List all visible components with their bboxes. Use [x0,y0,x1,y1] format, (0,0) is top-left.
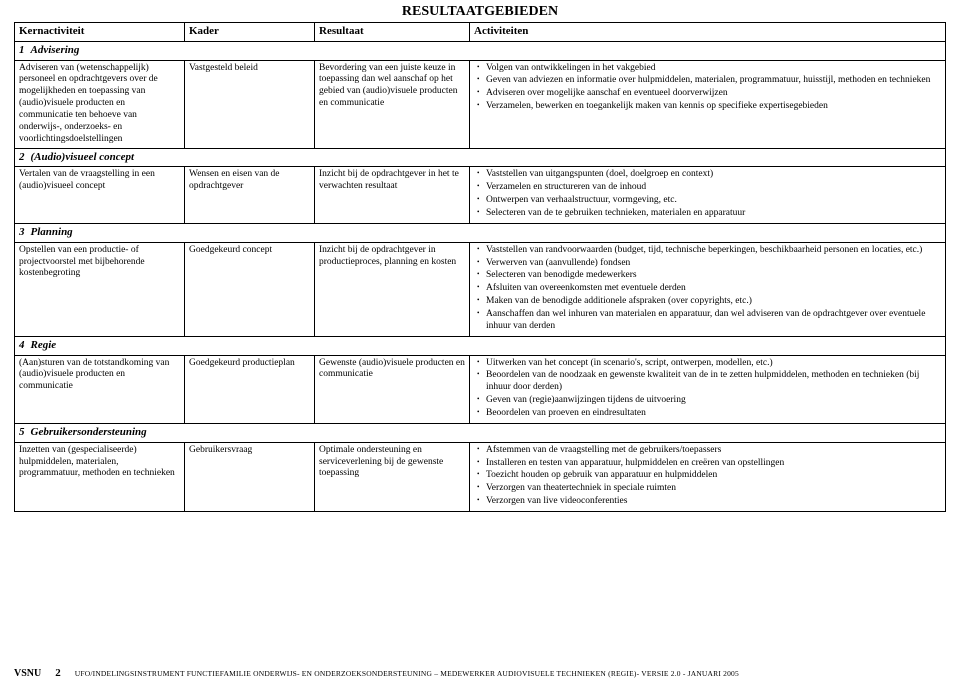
page-title: RESULTAATGEBIEDEN [14,4,946,22]
activity-item: Vaststellen van uitgangspunten (doel, do… [486,169,941,181]
activity-item: Verzamelen, bewerken en toegankelijk mak… [486,101,941,113]
activity-item: Selecteren van de te gebruiken technieke… [486,208,941,220]
section-number: 5 [19,426,31,438]
header-kader: Kader [185,23,315,42]
section-label: Regie [31,339,57,351]
activity-item: Ontwerpen van verhaalstructuur, vormgevi… [486,195,941,207]
section-header-cell: 1Advisering [15,41,946,60]
activity-item: Aanschaffen dan wel inhuren van material… [486,309,941,333]
section-header-row: 3Planning [15,223,946,242]
cell-kernactiviteit: Opstellen van een productie- of projectv… [15,242,185,336]
cell-kernactiviteit: (Aan)sturen van de totstandkoming van (a… [15,355,185,423]
cell-resultaat: Optimale ondersteuning en serviceverleni… [315,442,470,511]
header-activiteiten: Activiteiten [470,23,946,42]
activities-list: Volgen van ontwikkelingen in het vakgebi… [474,63,941,114]
table-row: (Aan)sturen van de totstandkoming van (a… [15,355,946,423]
footer-path: UFO/INDELINGSINSTRUMENT FUNCTIEFAMILIE O… [75,669,739,678]
section-label: (Audio)visueel concept [31,151,135,163]
table-row: Inzetten van (gespecialiseerde) hulpmidd… [15,442,946,511]
activity-item: Verwerven van (aanvullende) fondsen [486,258,941,270]
section-header-row: 5Gebruikersondersteuning [15,423,946,442]
cell-activiteiten: Uitwerken van het concept (in scenario's… [470,355,946,423]
activity-item: Afsluiten van overeenkomsten met eventue… [486,283,941,295]
activity-item: Selecteren van benodigde medewerkers [486,270,941,282]
section-header-cell: 5Gebruikersondersteuning [15,423,946,442]
table-row: Opstellen van een productie- of projectv… [15,242,946,336]
section-label: Gebruikersondersteuning [31,426,147,438]
table-header-row: Kernactiviteit Kader Resultaat Activitei… [15,23,946,42]
section-header-cell: 3Planning [15,223,946,242]
table-row: Vertalen van de vraagstelling in een (au… [15,167,946,224]
section-header-cell: 2(Audio)visueel concept [15,148,946,167]
activity-item: Afstemmen van de vraagstelling met de ge… [486,445,941,457]
cell-resultaat: Gewenste (audio)visuele producten en com… [315,355,470,423]
activity-item: Geven van (regie)aanwijzingen tijdens de… [486,395,941,407]
cell-activiteiten: Vaststellen van uitgangspunten (doel, do… [470,167,946,224]
cell-kader: Wensen en eisen van de opdrachtgever [185,167,315,224]
cell-activiteiten: Vaststellen van randvoorwaarden (budget,… [470,242,946,336]
activity-item: Maken van de benodigde additionele afspr… [486,296,941,308]
activities-list: Vaststellen van uitgangspunten (doel, do… [474,169,941,220]
cell-kernactiviteit: Vertalen van de vraagstelling in een (au… [15,167,185,224]
cell-activiteiten: Afstemmen van de vraagstelling met de ge… [470,442,946,511]
cell-kernactiviteit: Adviseren van (wetenschappelijk) persone… [15,60,185,148]
header-kernactiviteit: Kernactiviteit [15,23,185,42]
cell-kader: Goedgekeurd productieplan [185,355,315,423]
activities-list: Afstemmen van de vraagstelling met de ge… [474,445,941,508]
activity-item: Verzorgen van theatertechniek in special… [486,483,941,495]
table-row: Adviseren van (wetenschappelijk) persone… [15,60,946,148]
cell-resultaat: Inzicht bij de opdrachtgever in het te v… [315,167,470,224]
activity-item: Geven van adviezen en informatie over hu… [486,75,941,87]
footer-org: VSNU [14,668,41,679]
cell-kader: Goedgekeurd concept [185,242,315,336]
cell-kader: Gebruikersvraag [185,442,315,511]
section-number: 3 [19,226,31,238]
section-number: 2 [19,151,31,163]
section-header-cell: 4Regie [15,336,946,355]
section-header-row: 2(Audio)visueel concept [15,148,946,167]
activities-list: Vaststellen van randvoorwaarden (budget,… [474,245,941,333]
section-number: 1 [19,44,31,56]
activities-list: Uitwerken van het concept (in scenario's… [474,358,941,420]
activity-item: Verzamelen en structureren van de inhoud [486,182,941,194]
activity-item: Vaststellen van randvoorwaarden (budget,… [486,245,941,257]
activity-item: Beoordelen van de noodzaak en gewenste k… [486,370,941,394]
cell-kernactiviteit: Inzetten van (gespecialiseerde) hulpmidd… [15,442,185,511]
activity-item: Volgen van ontwikkelingen in het vakgebi… [486,63,941,75]
result-table: Kernactiviteit Kader Resultaat Activitei… [14,22,946,512]
footer-page-number: 2 [55,667,61,679]
section-label: Planning [31,226,73,238]
section-number: 4 [19,339,31,351]
page: RESULTAATGEBIEDEN Kernactiviteit Kader R… [0,0,960,512]
activity-item: Beoordelen van proeven en eindresultaten [486,408,941,420]
section-header-row: 1Advisering [15,41,946,60]
section-label: Advisering [31,44,80,56]
section-header-row: 4Regie [15,336,946,355]
activity-item: Uitwerken van het concept (in scenario's… [486,358,941,370]
cell-kader: Vastgesteld beleid [185,60,315,148]
page-footer: VSNU 2 UFO/INDELINGSINSTRUMENT FUNCTIEFA… [14,667,946,679]
cell-activiteiten: Volgen van ontwikkelingen in het vakgebi… [470,60,946,148]
cell-resultaat: Inzicht bij de opdrachtgever in producti… [315,242,470,336]
activity-item: Installeren en testen van apparatuur, hu… [486,458,941,470]
header-resultaat: Resultaat [315,23,470,42]
activity-item: Adviseren over mogelijke aanschaf en eve… [486,88,941,100]
activity-item: Toezicht houden op gebruik van apparatuu… [486,470,941,482]
activity-item: Verzorgen van live videoconferenties [486,496,941,508]
cell-resultaat: Bevordering van een juiste keuze in toep… [315,60,470,148]
